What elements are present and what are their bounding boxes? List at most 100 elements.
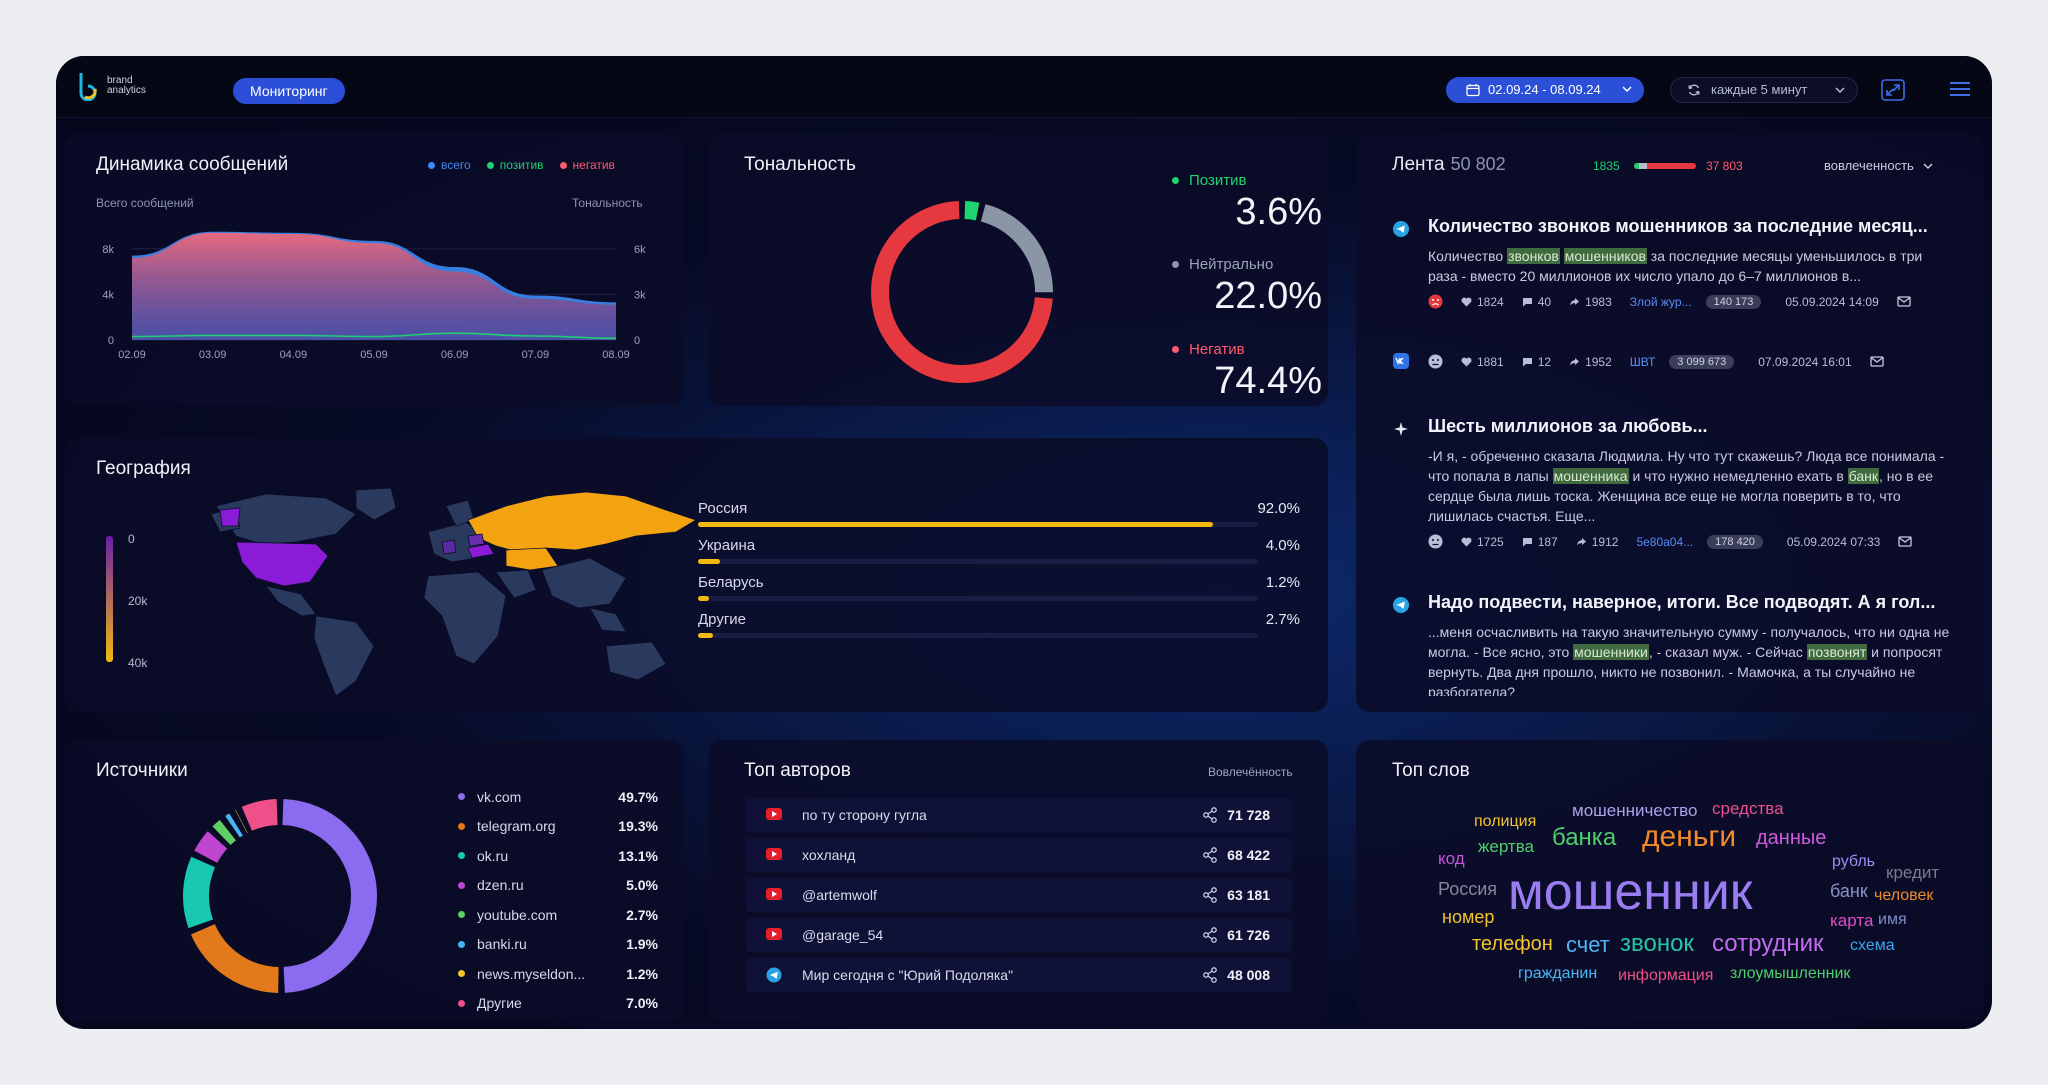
cloud-word[interactable]: банк bbox=[1830, 881, 1868, 901]
cloud-word[interactable]: гражданин bbox=[1518, 965, 1598, 982]
cloud-word[interactable]: жертва bbox=[1478, 837, 1534, 856]
cloud-word[interactable]: имя bbox=[1878, 911, 1907, 928]
author-row[interactable]: @garage_54 61 726 bbox=[746, 918, 1292, 952]
author-row[interactable]: @artemwolf 63 181 bbox=[746, 878, 1292, 912]
author-row[interactable]: хохланд 68 422 bbox=[746, 838, 1292, 872]
feed-source-link[interactable]: Злой жур... bbox=[1629, 294, 1692, 309]
cloud-word[interactable]: кредит bbox=[1886, 863, 1940, 882]
feed-item[interactable]: Надо подвести, наверное, итоги. Все подв… bbox=[1392, 592, 1952, 696]
source-row[interactable]: vk.com 49.7% bbox=[458, 782, 658, 812]
feed-item-title: Количество звонков мошенников за последн… bbox=[1428, 216, 1928, 236]
source-row[interactable]: banki.ru 1.9% bbox=[458, 930, 658, 960]
feed-sort-select[interactable]: вовлеченность bbox=[1824, 158, 1933, 173]
feed-text-part: -И я, - обреченно сказала Людмила. Ну чт… bbox=[1428, 448, 1945, 484]
feed-item[interactable]: 1881 12 1952 ШВТ 3 099 673 07.09.2024 16… bbox=[1392, 352, 1952, 376]
cloud-word[interactable]: полиция bbox=[1474, 813, 1537, 830]
comment-icon bbox=[1522, 357, 1532, 366]
feed-source-link[interactable]: 5e80a04... bbox=[1636, 534, 1694, 549]
feed-text-part: , но в ее сердце была лишь тоска. Женщин… bbox=[1428, 468, 1934, 524]
donut-segment bbox=[241, 799, 278, 831]
geo-bar-track bbox=[698, 633, 1258, 638]
y-tick-right: 3k bbox=[634, 289, 646, 301]
geo-row[interactable]: Украина 4.0% bbox=[698, 537, 1300, 564]
feed-text-highlight: позвонят bbox=[1806, 644, 1868, 660]
mail-icon[interactable] bbox=[1897, 296, 1911, 307]
cloud-word[interactable]: карта bbox=[1830, 911, 1874, 930]
source-row[interactable]: news.myseldon... 1.2% bbox=[458, 959, 658, 989]
author-value: 63 181 bbox=[1227, 887, 1270, 903]
source-share: 5.0% bbox=[626, 877, 658, 894]
geo-percent: 92.0% bbox=[1257, 500, 1300, 517]
cloud-word[interactable]: деньги bbox=[1642, 820, 1737, 853]
dynamics-legend: всего позитив негатив bbox=[428, 158, 615, 172]
geo-row[interactable]: Россия 92.0% bbox=[698, 500, 1300, 527]
source-row[interactable]: youtube.com 2.7% bbox=[458, 900, 658, 930]
brand-logo[interactable]: brand analytics bbox=[76, 71, 146, 101]
date-range-picker[interactable]: 02.09.24 - 08.09.24 bbox=[1446, 77, 1644, 103]
youtube-icon bbox=[766, 848, 782, 860]
author-row[interactable]: Мир сегодня с "Юрий Подоляка" 48 008 bbox=[746, 958, 1292, 992]
donut-segment bbox=[964, 201, 980, 221]
neutral-face-icon bbox=[1428, 534, 1443, 549]
feed-source-link[interactable]: ШВТ bbox=[1629, 354, 1656, 369]
fullscreen-icon[interactable] bbox=[1881, 79, 1905, 101]
feed-item[interactable]: Шесть миллионов за любовь... -И я, - обр… bbox=[1392, 416, 1952, 549]
geo-country: Украина bbox=[698, 537, 756, 554]
cloud-word[interactable]: мошенничество bbox=[1572, 801, 1698, 820]
cloud-word[interactable]: человек bbox=[1874, 887, 1934, 904]
calendar-icon bbox=[1466, 84, 1480, 97]
youtube-icon bbox=[766, 888, 782, 900]
donut-segment bbox=[212, 819, 237, 846]
tonality-value: 22.0% bbox=[1214, 275, 1322, 317]
feed-item[interactable]: Количество звонков мошенников за последн… bbox=[1392, 216, 1952, 316]
source-row[interactable]: dzen.ru 5.0% bbox=[458, 871, 658, 901]
geo-bar-fill bbox=[698, 633, 714, 638]
cloud-word[interactable]: злоумышленник bbox=[1730, 965, 1851, 982]
source-row[interactable]: ok.ru 13.1% bbox=[458, 841, 658, 871]
feed-text-part: и попросят вернуть. Два дня прошло, никт… bbox=[1428, 644, 1943, 696]
cloud-word[interactable]: сотрудник bbox=[1712, 930, 1824, 957]
cloud-word[interactable]: данные bbox=[1756, 827, 1827, 849]
youtube-icon bbox=[766, 928, 782, 940]
feed-count: 50 802 bbox=[1450, 154, 1506, 174]
mail-icon[interactable] bbox=[1898, 536, 1912, 547]
y-tick-left: 4k bbox=[102, 289, 114, 301]
refresh-interval-select[interactable]: каждые 5 минут bbox=[1670, 77, 1858, 103]
author-row[interactable]: по ту сторону гугла 71 728 bbox=[746, 798, 1292, 832]
shares-count: 1952 bbox=[1585, 354, 1612, 369]
source-row[interactable]: telegram.org 19.3% bbox=[458, 812, 658, 842]
geo-row[interactable]: Беларусь 1.2% bbox=[698, 574, 1300, 601]
source-share: 49.7% bbox=[618, 788, 658, 805]
cloud-word[interactable]: счет bbox=[1566, 932, 1610, 957]
cloud-word[interactable]: код bbox=[1438, 849, 1465, 868]
cloud-word[interactable]: номер bbox=[1442, 907, 1495, 927]
authors-sort-label[interactable]: Вовлечённость bbox=[1208, 765, 1293, 779]
feed-item-title: Шесть миллионов за любовь... bbox=[1428, 416, 1708, 436]
mail-icon[interactable] bbox=[1870, 356, 1884, 367]
source-row[interactable]: Другие 7.0% bbox=[458, 989, 658, 1019]
feed-text-part: за последние месяцы уменьшилось в три ра… bbox=[1428, 248, 1923, 284]
cloud-word[interactable]: банка bbox=[1552, 824, 1617, 851]
cloud-word[interactable]: рубль bbox=[1832, 853, 1876, 870]
legend-item-negative[interactable]: негатив bbox=[559, 158, 615, 172]
cloud-word[interactable]: звонок bbox=[1620, 930, 1694, 957]
x-tick-label: 04.09 bbox=[280, 349, 308, 361]
map-ukraine bbox=[467, 543, 495, 559]
menu-icon[interactable] bbox=[1949, 81, 1971, 97]
geo-row[interactable]: Другие 2.7% bbox=[698, 611, 1300, 638]
world-map[interactable] bbox=[206, 486, 706, 696]
cloud-word[interactable]: телефон bbox=[1472, 933, 1553, 955]
cloud-word[interactable]: мошенник bbox=[1508, 863, 1753, 921]
cloud-word[interactable]: средства bbox=[1712, 799, 1784, 818]
legend-item-total[interactable]: всего bbox=[428, 158, 471, 172]
cloud-word[interactable]: Россия bbox=[1438, 879, 1498, 899]
monitoring-tab[interactable]: Мониторинг bbox=[233, 78, 345, 104]
cloud-word[interactable]: схема bbox=[1850, 937, 1895, 954]
source-name: dzen.ru bbox=[477, 877, 524, 894]
likes-count: 1881 bbox=[1477, 354, 1504, 369]
source-share: 19.3% bbox=[618, 818, 658, 835]
legend-item-positive[interactable]: позитив bbox=[486, 158, 544, 172]
cloud-word[interactable]: информация bbox=[1618, 967, 1714, 984]
left-axis-title: Всего сообщений bbox=[96, 196, 194, 210]
likes-count: 1824 bbox=[1477, 294, 1504, 309]
